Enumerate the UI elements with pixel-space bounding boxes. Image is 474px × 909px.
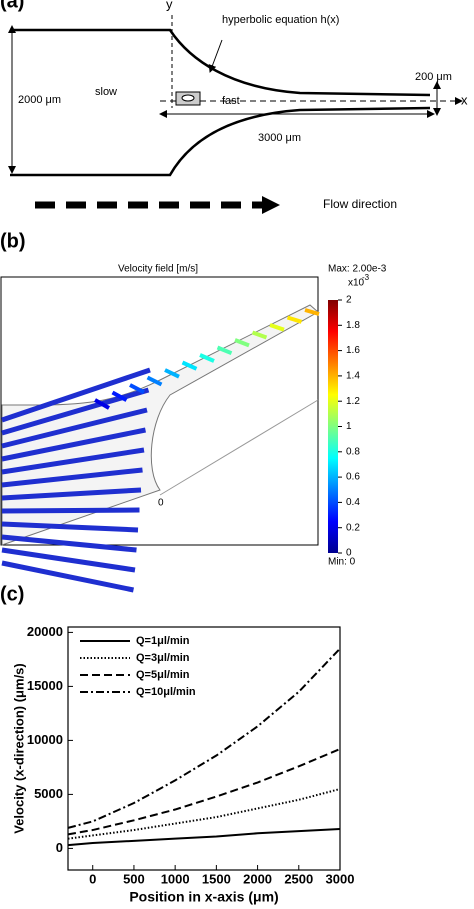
multiplier-exponent: -3 xyxy=(362,273,370,282)
channel-render xyxy=(1,304,320,593)
x-tick-label: 500 xyxy=(123,871,145,886)
legend-label: Q=10μl/min xyxy=(136,686,196,698)
colorbar-tick-label: 0.6 xyxy=(346,472,360,483)
pointer xyxy=(208,39,223,73)
annotation: hyperbolic equation h(x) xyxy=(222,14,339,26)
y-tick-label: 0 xyxy=(56,840,63,855)
panel-label: (a) xyxy=(0,0,24,12)
legend-label: Q=1μl/min xyxy=(136,635,190,647)
stripe xyxy=(1,427,146,462)
colorbar-tick-label: 0.2 xyxy=(346,522,360,533)
stripe xyxy=(1,367,151,423)
panel-label: (c) xyxy=(0,583,24,605)
colorbar-tick-label: 1.2 xyxy=(346,396,360,407)
flow-label: Flow direction xyxy=(323,197,397,211)
colorbar xyxy=(328,300,338,553)
colorbar-tick-label: 0.4 xyxy=(346,497,360,508)
stripe xyxy=(1,487,142,501)
stripe xyxy=(216,345,233,356)
panel-label: (b) xyxy=(0,230,26,252)
colorbar-tick-label: 0.8 xyxy=(346,446,360,457)
colorbar-tick-label: 0 xyxy=(346,548,352,559)
y-label: y xyxy=(166,0,173,11)
y-tick-label: 15000 xyxy=(27,678,63,693)
y-axis-label: Velocity (x-direction) (μm/s) xyxy=(11,663,26,834)
stripe xyxy=(1,560,135,593)
y-tick-label: 20000 xyxy=(27,624,63,639)
x-axis-label: Position in x-axis (μm) xyxy=(129,889,278,905)
x-label: x xyxy=(461,92,468,107)
series-line xyxy=(67,647,341,829)
stripe xyxy=(1,467,143,488)
colorbar-tick-label: 1.4 xyxy=(346,371,360,382)
panel-c: (c) 0 5000 10000 15000 20000 0 500 1000 1500 2000… xyxy=(0,583,354,904)
stripe xyxy=(1,534,137,553)
legend-label: Q=5μl/min xyxy=(136,669,190,681)
x-tick-label: 3000 xyxy=(326,871,355,886)
stripe xyxy=(94,398,110,410)
stripe xyxy=(234,338,250,348)
colorbar-tick-label: 1 xyxy=(346,421,352,432)
x-tick-label: 0 xyxy=(89,871,96,886)
width-label: 2000 μm xyxy=(18,94,61,106)
legend-label: Q=3μl/min xyxy=(136,652,190,664)
stripe xyxy=(164,368,180,379)
bottom-wall xyxy=(10,106,431,177)
particle xyxy=(181,94,195,102)
stripe xyxy=(1,521,139,533)
slow-label: slow xyxy=(95,86,117,98)
stripe xyxy=(146,375,163,387)
floor-edge xyxy=(159,399,319,496)
colorbar-tick-label: 1.8 xyxy=(346,320,360,331)
top-wall xyxy=(10,28,431,97)
x-tick-label: 2000 xyxy=(243,871,272,886)
x-tick-label: 1000 xyxy=(161,871,190,886)
series-line xyxy=(67,748,341,836)
x-tick-label: 2500 xyxy=(284,871,313,886)
stripe xyxy=(1,547,136,573)
stripe xyxy=(304,308,320,316)
fast-label: fast xyxy=(222,95,240,107)
stripe xyxy=(129,383,145,395)
colorbar-tick-label: 2 xyxy=(346,295,352,306)
plot-title: Velocity field [m/s] xyxy=(118,264,198,275)
max-label: Max: 2.00e-3 xyxy=(328,264,387,275)
stripe xyxy=(286,315,303,324)
stripe xyxy=(269,323,285,332)
outlet-label: 200 μm xyxy=(415,71,452,83)
x-tick-label: 1500 xyxy=(202,871,231,886)
y-tick-label: 10000 xyxy=(27,732,63,747)
stripe xyxy=(251,330,268,340)
length-label: 3000 μm xyxy=(258,132,301,144)
series-line xyxy=(67,788,341,840)
multiplier: x10 xyxy=(348,278,365,289)
stripe xyxy=(1,507,140,514)
stripe xyxy=(199,353,215,363)
min-label: Min: 0 xyxy=(328,557,356,568)
panel-b: (b) Velocity field [m/s] 0 Max: 2.00e-3 … xyxy=(0,230,387,593)
stripe xyxy=(111,390,128,402)
y-tick-label: 5000 xyxy=(34,786,63,801)
stripe xyxy=(181,360,198,371)
panel-a: (a) y hyperbolic equation h(x) 2000 μm s… xyxy=(0,0,468,214)
origin-label: 0 xyxy=(158,498,164,509)
stripe xyxy=(1,407,148,449)
flow-arrowhead xyxy=(262,196,280,214)
stripe xyxy=(1,447,145,475)
series-line xyxy=(67,827,341,847)
colorbar-tick-label: 1.6 xyxy=(346,345,360,356)
plot-frame xyxy=(67,626,341,871)
